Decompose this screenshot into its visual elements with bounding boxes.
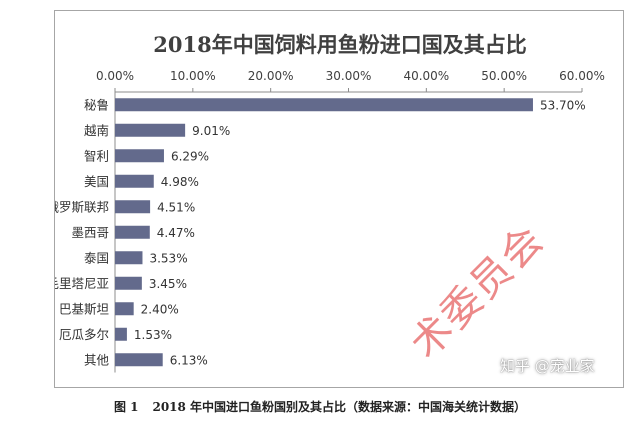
- category-label: 巴基斯坦: [59, 301, 109, 316]
- data-label: 3.45%: [149, 277, 187, 291]
- bar: [115, 200, 151, 214]
- category-label: 智利: [84, 148, 109, 163]
- data-label: 1.53%: [134, 328, 172, 342]
- chart-frame: 2018年中国饲料用鱼粉进口国及其占比 0.00% 10.00% 20.00% 30.…: [54, 10, 624, 388]
- bar: [115, 123, 186, 137]
- figure-label: 图 1: [113, 400, 139, 414]
- data-label: 6.13%: [170, 353, 208, 367]
- chart-title: 2018年中国饲料用鱼粉进口国及其占比: [153, 32, 527, 57]
- x-tick-label: 10.00%: [170, 69, 216, 83]
- x-tick-label: 20.00%: [248, 69, 294, 83]
- data-label: 53.70%: [540, 98, 586, 112]
- category-label: 越南: [84, 123, 109, 138]
- x-tick-label: 30.00%: [326, 69, 372, 83]
- brand-watermark: 知乎 @宠业家: [500, 357, 595, 375]
- bar: [115, 276, 142, 290]
- data-label: 3.53%: [149, 251, 187, 265]
- caption-text: 2018 年中国进口鱼粉国别及其占比（数据来源：中国海关统计数据）: [152, 400, 527, 414]
- category-label: 毛里塔尼亚: [55, 276, 109, 291]
- x-tick-label: 60.00%: [559, 69, 605, 83]
- bar: [115, 302, 134, 316]
- x-tick-label: 0.00%: [96, 69, 134, 83]
- category-label: 其他: [84, 352, 110, 367]
- data-label: 4.98%: [161, 175, 199, 189]
- data-label: 4.47%: [157, 226, 195, 240]
- category-label: 俄罗斯联邦: [55, 199, 109, 214]
- x-tick-label: 40.00%: [403, 69, 449, 83]
- bar: [115, 149, 164, 163]
- category-label: 美国: [84, 174, 109, 189]
- bar: [115, 225, 150, 239]
- figure-caption: 图 1 2018 年中国进口鱼粉国别及其占比（数据来源：中国海关统计数据）: [0, 398, 640, 415]
- bar-chart: 0.00% 10.00% 20.00% 30.00% 40.00% 50.00% 60.00…: [55, 69, 605, 373]
- bar: [115, 353, 163, 367]
- bar: [115, 98, 533, 112]
- bar: [115, 251, 143, 265]
- bar: [115, 327, 127, 341]
- data-label: 4.51%: [157, 200, 195, 214]
- category-label: 厄瓜多尔: [59, 327, 109, 342]
- bar: [115, 174, 154, 188]
- data-label: 2.40%: [141, 302, 179, 316]
- x-tick-label: 50.00%: [481, 69, 527, 83]
- category-label: 秘鲁: [84, 97, 109, 112]
- category-label: 泰国: [84, 250, 109, 265]
- category-label: 墨西哥: [71, 225, 109, 240]
- data-label: 6.29%: [171, 149, 209, 163]
- data-label: 9.01%: [192, 124, 230, 138]
